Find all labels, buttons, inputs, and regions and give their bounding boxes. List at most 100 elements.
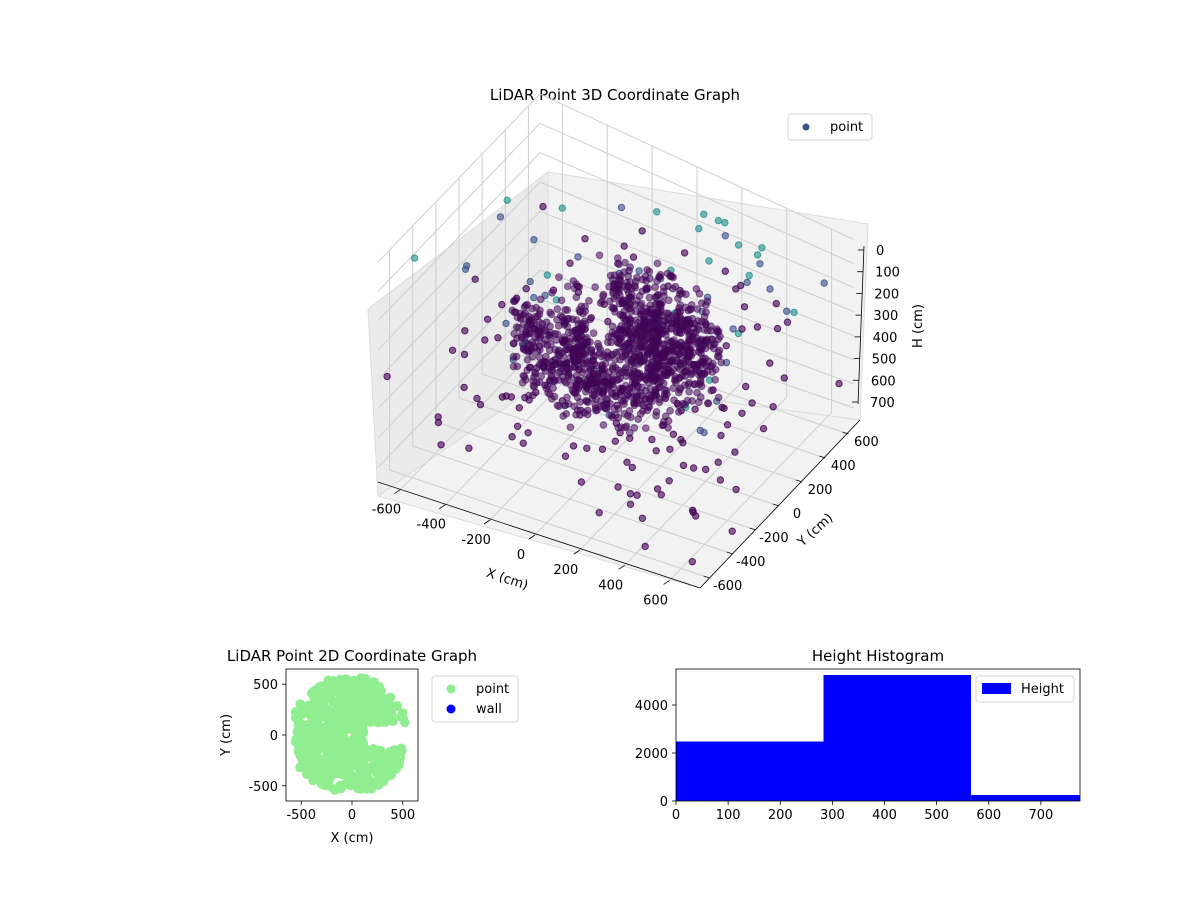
point [616, 355, 624, 364]
point [655, 299, 664, 308]
chart2d-y-label: Y (cm) [219, 714, 234, 757]
point [621, 365, 629, 374]
point [637, 299, 646, 308]
point-2d [353, 716, 364, 726]
x-tick-label: -600 [372, 503, 402, 518]
z-tick-label: 200 [874, 287, 899, 302]
point [483, 315, 492, 323]
point [674, 388, 683, 397]
grid-line [624, 208, 788, 566]
x-tick-label-hist: 200 [768, 808, 793, 823]
point [630, 424, 639, 432]
point [539, 202, 547, 211]
point [634, 415, 643, 424]
point [523, 366, 532, 375]
point [783, 307, 791, 315]
point [598, 361, 607, 369]
legend-wall-label: wall [476, 702, 502, 717]
point [546, 322, 554, 331]
point [481, 336, 489, 344]
point [692, 512, 700, 520]
point [773, 324, 782, 333]
point [608, 380, 617, 389]
x-tick-label: 600 [643, 593, 668, 608]
point [646, 327, 654, 336]
point [437, 441, 445, 449]
point [627, 307, 636, 316]
point [569, 442, 578, 450]
point [461, 327, 469, 335]
z-tick-label: 500 [872, 353, 897, 368]
point [605, 297, 614, 306]
point-2d [295, 762, 305, 773]
point [759, 424, 768, 433]
point [461, 265, 470, 273]
z-tick-label: 600 [871, 374, 896, 389]
point [599, 421, 608, 429]
point [742, 382, 750, 391]
point [625, 338, 634, 347]
point [572, 410, 580, 419]
point [567, 373, 576, 382]
hist-title: Height Histogram [812, 647, 944, 665]
x-tick [528, 534, 536, 540]
point [685, 387, 693, 396]
y-tick [726, 551, 733, 555]
point [494, 334, 502, 342]
point [574, 253, 582, 261]
point [509, 339, 518, 348]
point [721, 232, 729, 240]
point-2d [295, 750, 306, 761]
point [540, 362, 548, 371]
point [629, 253, 638, 261]
point [638, 514, 647, 522]
point [622, 350, 630, 359]
point [538, 324, 546, 333]
y-tick-label: -600 [713, 579, 743, 594]
point [721, 218, 729, 227]
point [679, 439, 687, 447]
point [729, 325, 737, 333]
hist-bar [676, 741, 824, 801]
hist-bar [823, 675, 971, 801]
y-tick-label: -400 [736, 555, 766, 570]
point [573, 356, 582, 365]
point [694, 370, 703, 379]
point [628, 383, 637, 392]
point [790, 308, 798, 317]
point [608, 413, 617, 422]
y-tick [842, 431, 849, 435]
point [610, 404, 619, 413]
point [529, 391, 537, 400]
point [553, 330, 562, 339]
point [628, 463, 636, 472]
point [616, 339, 624, 348]
point [473, 394, 481, 403]
chart3d-x-axis [377, 481, 701, 589]
point-2d [333, 755, 343, 765]
x-tick-label-2d: 0 [348, 808, 356, 823]
point [753, 323, 762, 331]
point [655, 272, 664, 281]
point-2d [309, 691, 319, 702]
point [615, 348, 624, 356]
point [534, 312, 542, 321]
point [644, 365, 653, 373]
point [564, 328, 573, 337]
x-tick-label-hist: 600 [976, 808, 1001, 823]
hist-bars [676, 675, 1080, 801]
point-2d [309, 707, 320, 718]
point-2d [338, 739, 349, 749]
point [753, 251, 762, 259]
point [634, 325, 643, 334]
x-tick-label-hist: 0 [672, 808, 680, 823]
point [572, 334, 580, 343]
point [674, 340, 682, 349]
point-2d [397, 746, 407, 756]
point [646, 346, 655, 355]
point [550, 392, 559, 401]
point [734, 241, 743, 249]
point [460, 383, 468, 392]
point [655, 398, 664, 407]
point-2d [326, 709, 337, 719]
